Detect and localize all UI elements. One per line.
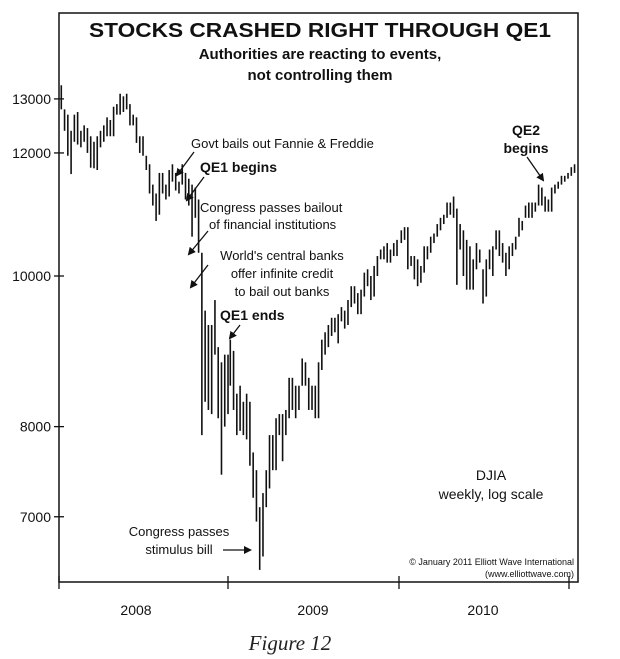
- price-bars: [60, 85, 576, 570]
- chart-subtitle-line-2: not controlling them: [248, 67, 393, 84]
- y-tick-label: 10000: [12, 268, 51, 284]
- y-tick-label: 8000: [20, 419, 51, 435]
- copyright-line-1: © January 2011 Elliott Wave Internationa…: [409, 557, 574, 567]
- annotation-stimulus-line-1: Congress passes: [129, 524, 230, 539]
- annotation-qe2-line-1: QE2: [512, 122, 540, 138]
- arrow-central-banks: [189, 264, 209, 289]
- arrow-bailout: [187, 230, 209, 256]
- annotation-qe2-line-2: begins: [503, 140, 548, 156]
- scale-note: weekly, log scale: [438, 486, 544, 502]
- chart-title: STOCKS CRASHED RIGHT THROUGH QE1: [89, 20, 551, 42]
- x-tick-label: 2010: [467, 602, 498, 618]
- arrow-qe1-begins: [185, 176, 205, 202]
- copyright-line-2: (www.elliottwave.com): [485, 569, 574, 579]
- annotation-central-banks-line-1: World's central banks: [220, 248, 344, 263]
- plot-frame: [58, 12, 579, 583]
- annotation-central-banks-line-3: to bail out banks: [235, 284, 330, 299]
- arrow-qe1-ends: [228, 324, 241, 340]
- y-tick-label: 13000: [12, 91, 51, 107]
- x-tick-label: 2008: [120, 602, 151, 618]
- annotation-qe1-ends: QE1 ends: [220, 307, 285, 323]
- arrow-qe2: [526, 156, 545, 182]
- annotation-qe1-begins: QE1 begins: [200, 159, 277, 175]
- x-axis: 2008 2009 2010: [58, 576, 570, 618]
- annotation-bailout-line-2: of financial institutions: [209, 217, 337, 232]
- chart-subtitle-line-1: Authorities are reacting to events,: [199, 46, 442, 63]
- y-tick-label: 12000: [12, 145, 51, 161]
- figure-caption: Figure 12: [248, 631, 332, 655]
- series-label: DJIA: [476, 467, 507, 483]
- annotation-stimulus-line-2: stimulus bill: [145, 542, 212, 557]
- x-tick-label: 2009: [297, 602, 328, 618]
- annotation-bailout-line-1: Congress passes bailout: [200, 200, 343, 215]
- annotations: Govt bails out Fannie & Freddie QE1 begi…: [129, 122, 549, 557]
- annotation-fannie: Govt bails out Fannie & Freddie: [191, 136, 374, 151]
- annotation-central-banks-line-2: offer infinite credit: [231, 266, 334, 281]
- y-tick-label: 7000: [20, 509, 51, 525]
- y-axis: 13000 12000 10000 8000 7000: [12, 91, 64, 525]
- arrow-fannie: [175, 151, 195, 177]
